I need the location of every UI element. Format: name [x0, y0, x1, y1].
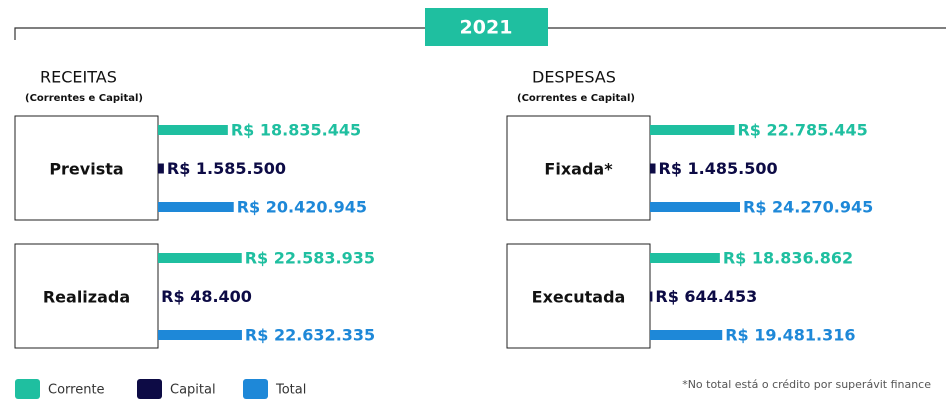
bar	[158, 330, 242, 340]
frame-line	[14, 27, 946, 40]
value-label: R$ 48.400	[161, 287, 252, 306]
group-box	[14, 243, 159, 349]
legend-swatch	[15, 379, 40, 399]
legend-swatch	[137, 379, 162, 399]
legend-label: Capital	[170, 383, 216, 398]
value-label: R$ 18.835.445	[231, 121, 361, 140]
value-label: R$ 22.785.445	[737, 121, 867, 140]
group-label: Executada	[532, 288, 626, 307]
group-label: Prevista	[49, 160, 123, 179]
value-label: R$ 1.485.500	[659, 159, 778, 178]
value-label: R$ 22.583.935	[245, 249, 375, 268]
value-label: R$ 20.420.945	[237, 198, 367, 217]
value-label: R$ 644.453	[655, 287, 757, 306]
bar	[158, 163, 164, 174]
bar	[650, 291, 653, 302]
legend-label: Corrente	[48, 383, 105, 398]
group-box	[506, 243, 651, 349]
chart-title: 2021	[460, 17, 513, 39]
value-label: R$ 18.836.862	[723, 249, 853, 268]
bar	[650, 125, 735, 135]
legend-label: Total	[275, 383, 306, 398]
bar	[158, 202, 234, 212]
note: *No total está o crédito por superávit f…	[682, 378, 931, 391]
group-box	[506, 115, 651, 221]
group-label: Realizada	[43, 288, 130, 307]
group-label: Fixada*	[544, 160, 613, 179]
bar	[158, 253, 242, 263]
group-box	[14, 115, 159, 221]
bar	[650, 253, 720, 263]
bar	[650, 330, 723, 340]
bar	[650, 163, 656, 174]
panel-title: RECEITAS	[40, 68, 117, 87]
title-box	[425, 8, 548, 46]
bar	[158, 125, 228, 135]
legend-swatch	[243, 379, 268, 399]
panel-title: DESPESAS	[532, 68, 616, 87]
value-label: R$ 1.585.500	[167, 159, 286, 178]
panel-subtitle: (Correntes e Capital)	[25, 93, 143, 104]
bar	[650, 202, 740, 212]
value-label: R$ 19.481.316	[725, 326, 855, 345]
value-label: R$ 22.632.335	[245, 326, 375, 345]
panel-subtitle: (Correntes e Capital)	[517, 93, 635, 104]
value-label: R$ 24.270.945	[743, 198, 873, 217]
